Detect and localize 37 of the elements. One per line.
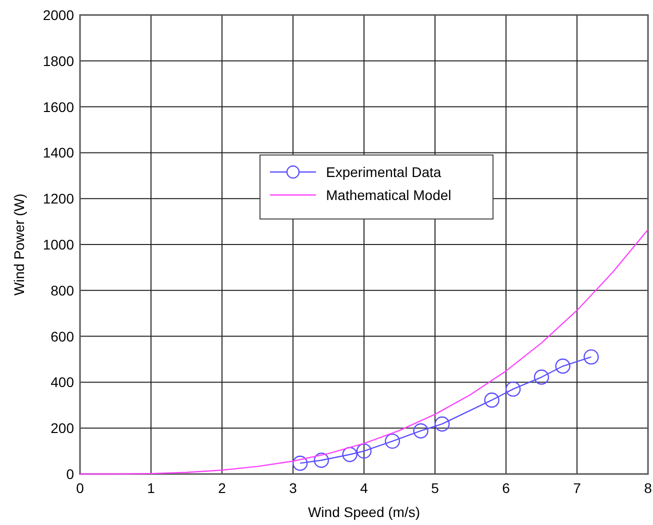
x-tick-label: 8	[644, 480, 652, 496]
point	[292, 456, 308, 471]
point	[314, 452, 329, 468]
point	[356, 443, 372, 459]
y-tick-label: 1000	[42, 236, 74, 252]
y-tick-label: 2000	[42, 7, 74, 23]
point	[413, 423, 428, 438]
x-tick-label: 3	[289, 480, 298, 496]
x-tick-label: 6	[502, 480, 510, 496]
legend-label: Mathematical Model	[326, 187, 452, 203]
x-tick-label: 7	[573, 480, 582, 496]
y-axis-title: Wind Power (W)	[11, 194, 27, 296]
point	[506, 381, 521, 397]
y-tick-label: 400	[50, 374, 74, 390]
y-tick-label: 600	[50, 328, 74, 344]
point	[534, 370, 550, 385]
x-tick-label: 5	[431, 480, 440, 496]
y-tick-label: 0	[66, 466, 74, 482]
x-tick-label: 1	[147, 480, 156, 496]
point	[555, 358, 570, 374]
y-tick-label: 800	[50, 282, 74, 298]
point	[434, 416, 450, 432]
y-tick-label: 200	[50, 420, 74, 436]
y-tick-label: 1800	[42, 52, 74, 69]
point	[342, 446, 358, 462]
y-tick-label: 1200	[42, 190, 74, 207]
y-tick-label: 1600	[42, 98, 74, 115]
point	[384, 434, 400, 449]
point	[584, 349, 599, 365]
point	[484, 392, 500, 408]
line-series	[79, 228, 649, 475]
x-tick-label: 0	[76, 480, 84, 496]
x-tick-label: 4	[360, 480, 368, 496]
y-tick-label: 1400	[42, 144, 74, 161]
x-tick-label: 2	[218, 480, 226, 496]
legend-label: Experimental Data	[326, 164, 442, 180]
x-axis-title: Wind Speed (m/s)	[308, 504, 420, 520]
